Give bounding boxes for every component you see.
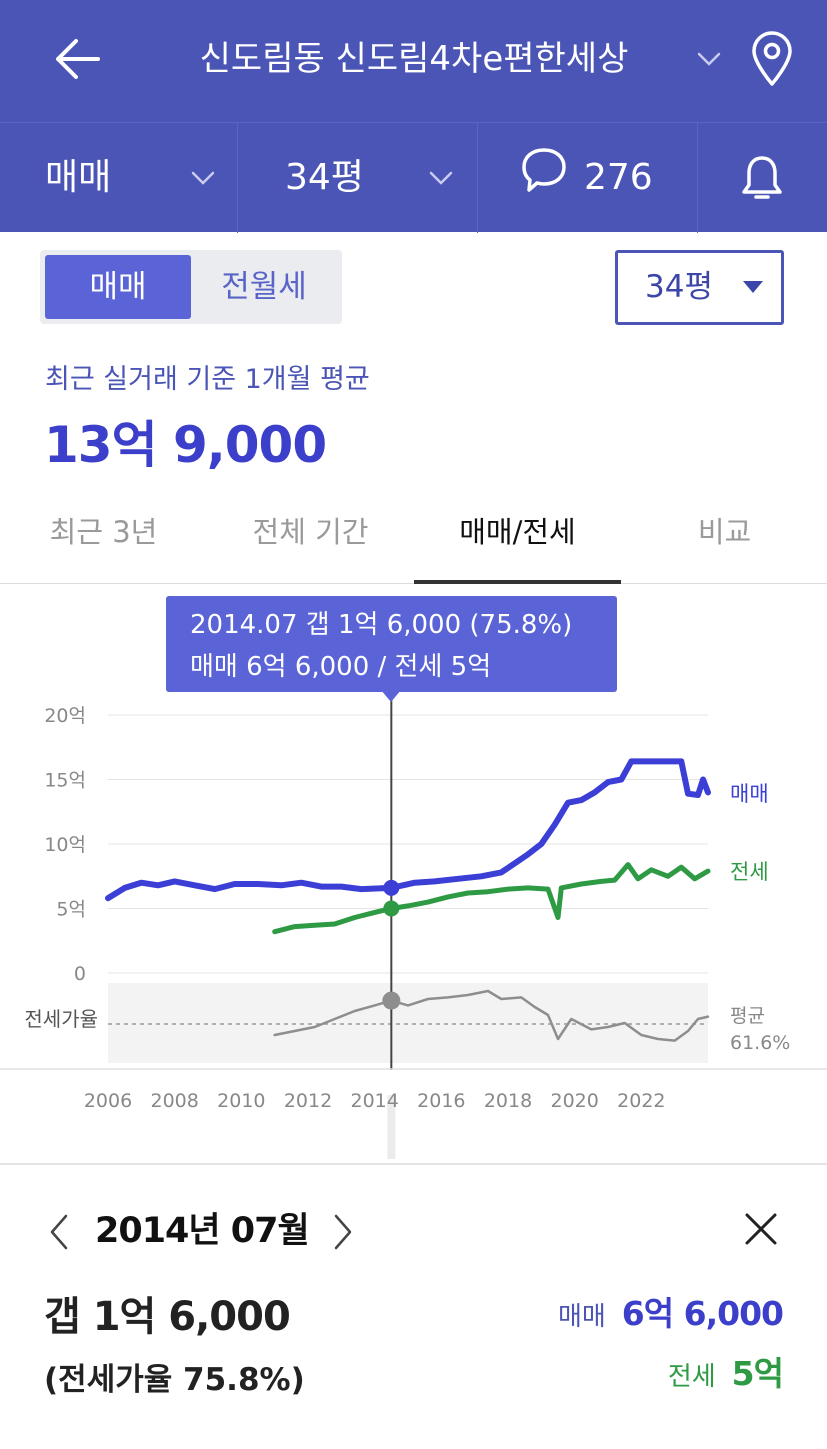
jeonse-value: 5억	[731, 1354, 784, 1393]
price-chart[interactable]: 20억 15억 10억 5억 0 2006 2008 2010 2012 2014 2016 2018…	[0, 585, 827, 1165]
legend-sale: 매매	[730, 782, 769, 806]
y-tick-label: 10억	[44, 834, 86, 856]
chevron-down-icon	[191, 171, 215, 185]
sale-marker	[383, 879, 400, 896]
detail-period: 2014년 07월	[95, 1211, 310, 1251]
ratio-marker	[382, 991, 401, 1010]
series-line-ratio	[273, 989, 710, 1042]
x-tick-label: 2020	[550, 1090, 598, 1112]
chevron-down-icon	[429, 171, 453, 185]
ratio-average-value: 61.6%	[730, 1032, 790, 1054]
back-arrow-icon[interactable]	[52, 36, 102, 82]
ratio-label: 전세가율	[24, 1007, 98, 1031]
period-tabs: 최근 3년 전체 기간 매매/전세 비교	[0, 485, 827, 584]
x-tick-label: 2018	[484, 1090, 532, 1112]
toggle-rent[interactable]: 전월세	[221, 269, 307, 305]
y-tick-label: 20억	[44, 705, 86, 727]
sale-label: 매매	[557, 1302, 606, 1332]
sale-price-row: 매매 6억 6,000	[557, 1290, 784, 1344]
area-label: 34평	[285, 157, 364, 198]
sale-value: 6억 6,000	[621, 1294, 784, 1333]
trade-toggle: 매매 전월세	[40, 250, 342, 324]
chevron-left-icon[interactable]	[46, 1212, 72, 1252]
tab-compare[interactable]: 비교	[697, 515, 752, 549]
page-title[interactable]: 신도림동 신도림4차e편한세상	[199, 39, 629, 79]
legend-jeonse: 전세	[730, 860, 769, 884]
jeonse-ratio: (전세가율 75.8%)	[44, 1362, 305, 1398]
toggle-sale[interactable]: 매매	[45, 255, 191, 319]
comments-button[interactable]: 276	[478, 123, 698, 233]
speech-bubble-icon	[522, 148, 566, 192]
area-dropdown-value: 34평	[645, 269, 713, 305]
caret-down-icon	[743, 281, 763, 293]
map-pin-icon[interactable]	[748, 30, 796, 88]
filter-bar: 매매 34평 276	[0, 122, 827, 233]
active-tab-indicator	[414, 580, 621, 584]
series-line-jeonse	[272, 862, 711, 935]
jeonse-label: 전세	[667, 1362, 716, 1392]
selection-track	[387, 1095, 396, 1159]
tab-recent-3y[interactable]: 최근 3년	[49, 515, 158, 549]
bell-icon	[742, 156, 782, 199]
panel-divider	[0, 1163, 827, 1165]
x-tick-label: 2022	[617, 1090, 665, 1112]
tooltip-arrow	[381, 690, 401, 702]
trade-type-label: 매매	[45, 157, 112, 198]
tooltip-line-1: 2014.07 갭 1억 6,000 (75.8%)	[190, 610, 573, 640]
y-tick-label: 5억	[56, 899, 86, 921]
x-tick-label: 2010	[217, 1090, 265, 1112]
x-tick-label: 2014	[350, 1090, 398, 1112]
area-dropdown[interactable]: 34평	[615, 250, 784, 325]
ratio-average-label: 평균	[730, 1005, 765, 1027]
chart-tooltip: 2014.07 갭 1억 6,000 (75.8%) 매매 6억 6,000 /…	[166, 596, 617, 692]
y-tick-label: 0	[74, 963, 86, 985]
tab-all-period[interactable]: 전체 기간	[252, 515, 369, 549]
ratio-band	[108, 983, 708, 1063]
notification-button[interactable]	[698, 123, 827, 233]
tooltip-line-2: 매매 6억 6,000 / 전세 5억	[190, 652, 492, 682]
y-tick-label: 15억	[44, 770, 86, 792]
jeonse-marker	[383, 900, 400, 917]
x-tick-label: 2008	[150, 1090, 198, 1112]
x-tick-label: 2006	[84, 1090, 132, 1112]
trade-type-select[interactable]: 매매	[0, 123, 238, 233]
average-caption: 최근 실거래 기준 1개월 평균	[45, 364, 370, 395]
area-select-bar[interactable]: 34평	[238, 123, 478, 233]
top-bar: 신도림동 신도림4차e편한세상	[0, 0, 827, 122]
close-icon[interactable]	[744, 1212, 778, 1246]
chevron-down-icon[interactable]	[695, 48, 723, 70]
gap-value: 갭 1억 6,000	[44, 1294, 291, 1340]
x-tick-label: 2016	[417, 1090, 465, 1112]
comment-count: 276	[584, 157, 653, 198]
tab-sale-jeonse[interactable]: 매매/전세	[459, 515, 576, 549]
chevron-right-icon[interactable]	[330, 1212, 356, 1252]
average-price: 13억 9,000	[44, 416, 327, 474]
jeonse-price-row: 전세 5억	[667, 1350, 784, 1404]
x-tick-label: 2012	[284, 1090, 332, 1112]
series-line-sale	[105, 758, 711, 902]
